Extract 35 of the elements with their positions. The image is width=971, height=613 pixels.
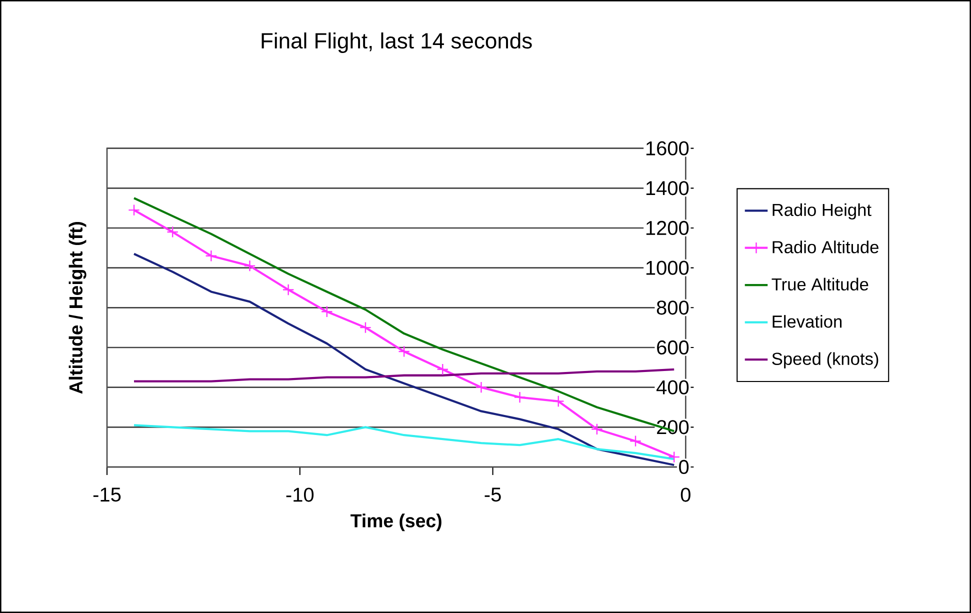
x-tick-label: -5: [484, 488, 501, 502]
y-tick-label: 1000: [646, 260, 689, 275]
point: [552, 395, 564, 408]
point: [360, 322, 372, 334]
y-tick-label: 1600: [646, 141, 689, 156]
legend-label: Elevation: [772, 315, 842, 328]
chart-title: Final Flight, last 14 seconds: [262, 32, 532, 53]
legend-label: Radio Altitude: [772, 240, 878, 254]
legend-label: Radio Height: [772, 203, 872, 220]
y-tick-label: 0: [679, 460, 689, 474]
point: [630, 435, 642, 448]
point: [128, 204, 140, 216]
y-axis-title: Altitude / Height (ft): [68, 222, 86, 394]
point: [205, 250, 218, 262]
y-tick-label: 1200: [646, 220, 689, 236]
point: [514, 391, 526, 404]
point: [244, 260, 256, 272]
point: [166, 226, 179, 238]
point: [398, 346, 410, 358]
point: [320, 306, 333, 318]
point: [668, 451, 680, 463]
y-tick-label: 200: [657, 420, 689, 434]
y-tick-label: 800: [656, 300, 689, 315]
y-tick-label: 1400: [646, 181, 689, 196]
point: [591, 423, 603, 436]
legend-label: True Altitude: [772, 278, 868, 291]
y-tick-label: 400: [656, 380, 689, 394]
point: [475, 381, 488, 394]
x-tick-label: -15: [93, 488, 121, 502]
legend-label: Speed (knots): [772, 352, 878, 368]
point: [436, 363, 449, 376]
y-tick-label: 600: [657, 340, 689, 355]
point: [282, 284, 294, 296]
x-axis-title: Time (sec): [350, 514, 442, 532]
x-tick-label: -10: [286, 488, 314, 502]
